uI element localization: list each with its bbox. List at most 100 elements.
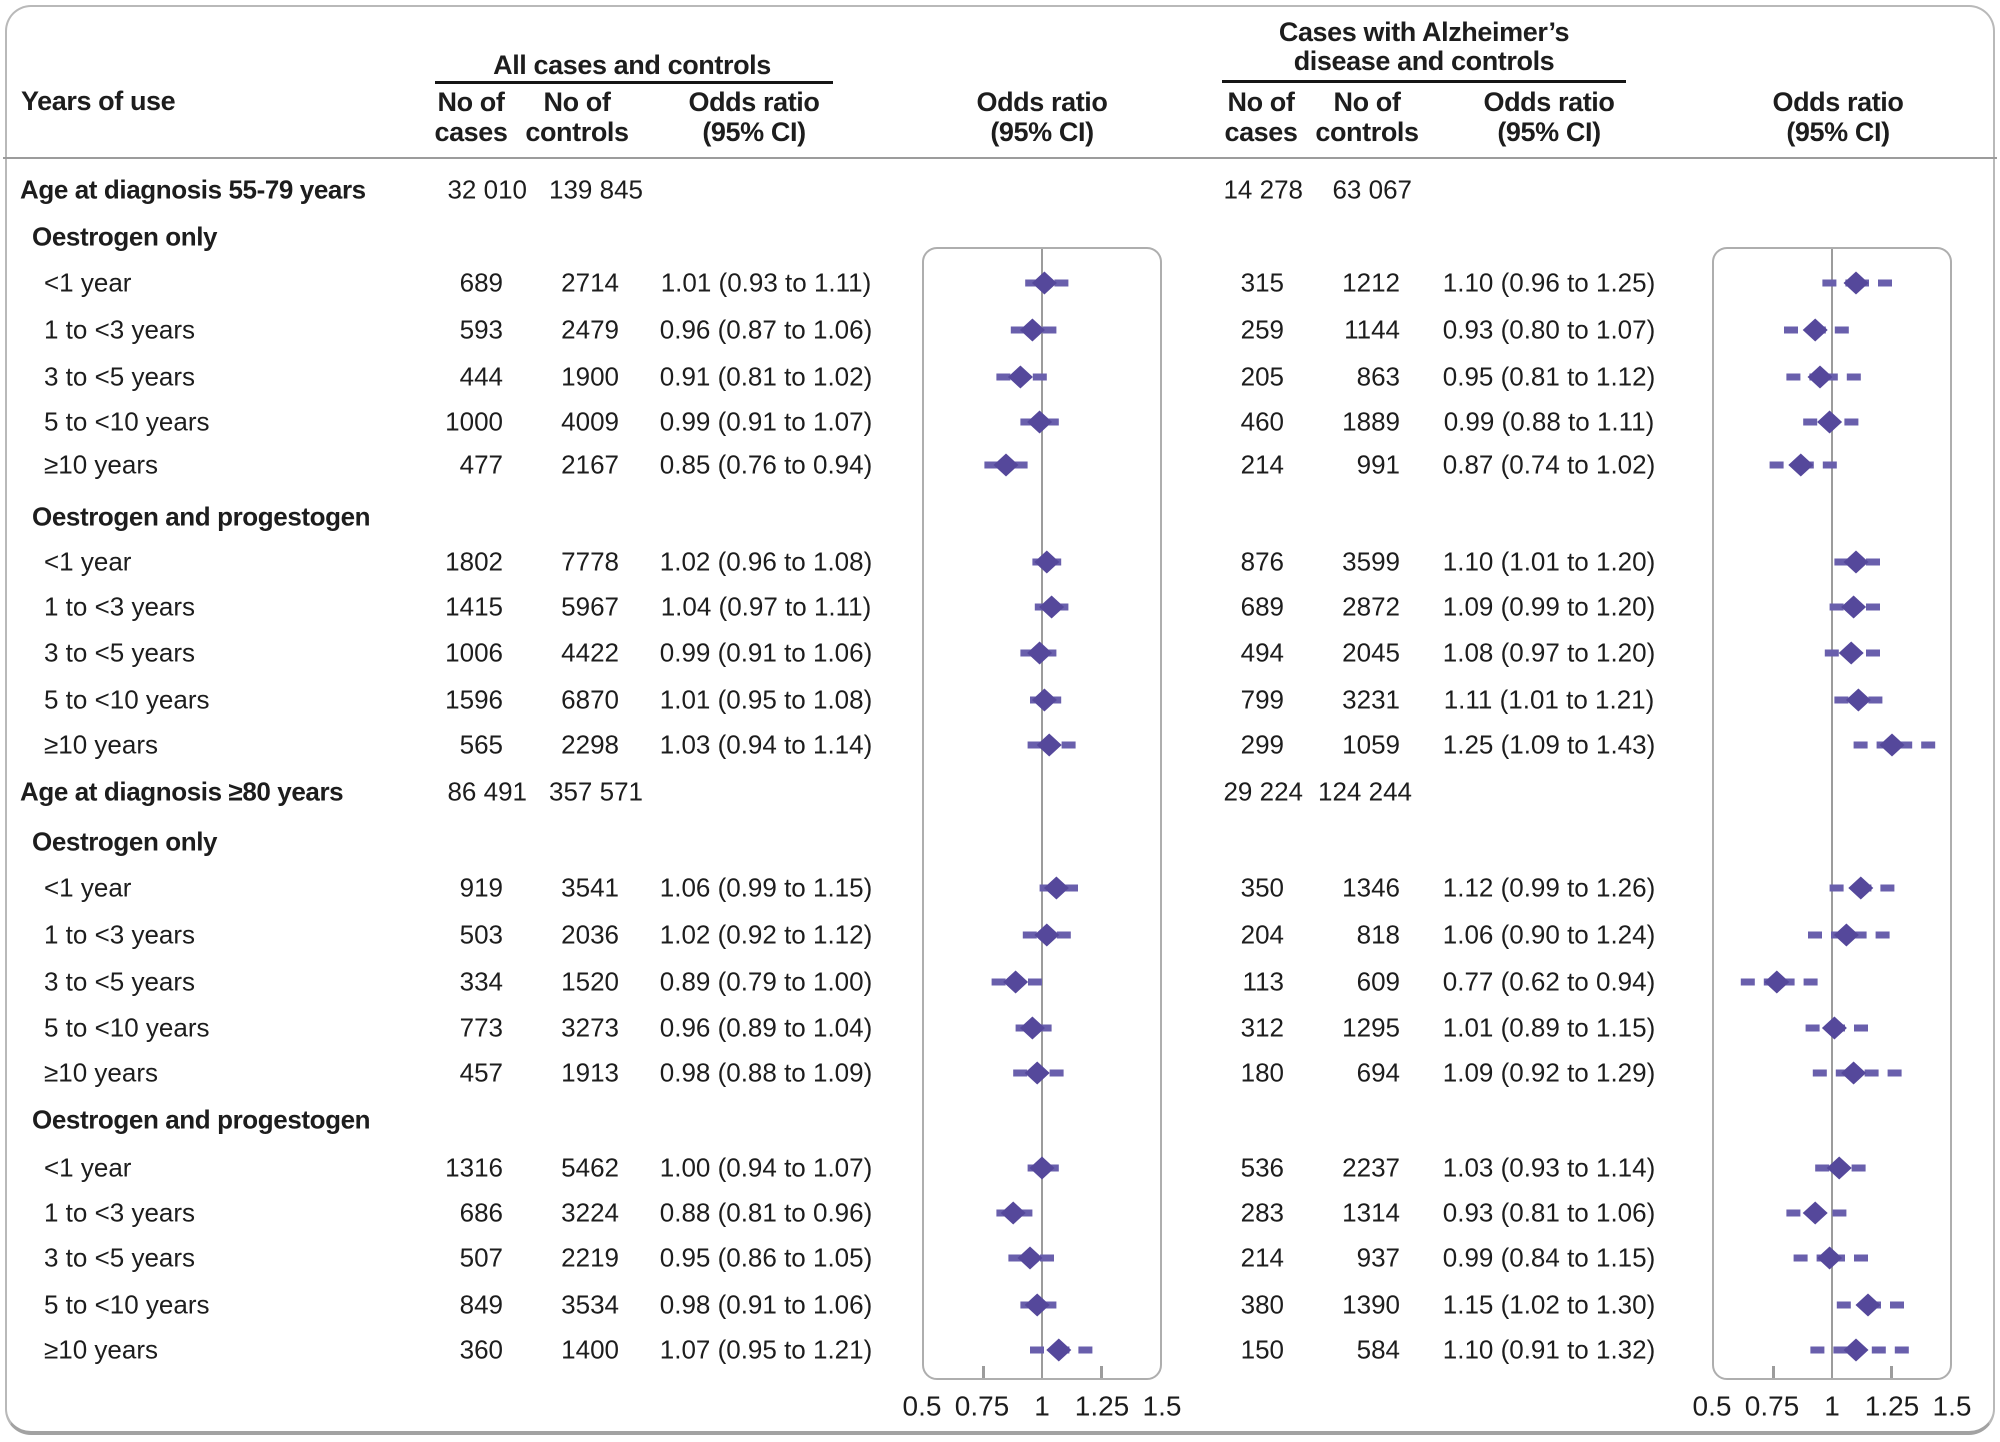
odds-ratio-text-right: 0.99 (0.84 to 1.15): [1442, 1242, 1656, 1273]
column-header-or-left-line1: Odds ratio: [688, 86, 820, 117]
odds-ratio-text-left: 1.01 (0.95 to 1.08): [659, 684, 873, 715]
axis-tick-1-25: [1100, 1366, 1103, 1378]
plot-header-or-left-line1: Odds ratio: [976, 86, 1108, 117]
controls-value-right: 3599: [1342, 546, 1400, 577]
reference-line: [1041, 249, 1043, 1378]
odds-ratio-text-right: 0.93 (0.81 to 1.06): [1442, 1197, 1656, 1228]
axis-label-1.25: 1.25: [1074, 1390, 1130, 1422]
controls-value-right: 1889: [1342, 406, 1400, 437]
controls-value-left: 1900: [561, 361, 619, 392]
cases-value-left: 360: [459, 1334, 503, 1365]
cases-value-right: 205: [1240, 361, 1284, 392]
odds-ratio-text-right: 1.10 (0.96 to 1.25): [1442, 267, 1656, 298]
row-label: 3 to <5 years: [44, 1242, 196, 1273]
odds-ratio-text-left: 1.04 (0.97 to 1.11): [660, 591, 872, 622]
group-total-cases-left: 86 491: [447, 776, 527, 807]
cases-value-left: 773: [459, 1012, 503, 1043]
controls-value-right: 694: [1356, 1057, 1400, 1088]
odds-ratio-text-right: 0.87 (0.74 to 1.02): [1442, 449, 1656, 480]
cases-value-left: 689: [459, 267, 503, 298]
controls-value-right: 818: [1356, 919, 1400, 950]
controls-value-right: 1059: [1342, 729, 1400, 760]
controls-value-left: 2479: [561, 314, 619, 345]
row-label: ≥10 years: [44, 449, 158, 480]
cases-value-left: 593: [459, 314, 503, 345]
odds-ratio-text-left: 0.91 (0.81 to 1.02): [659, 361, 873, 392]
reference-line: [1831, 249, 1833, 1378]
odds-ratio-text-left: 0.98 (0.91 to 1.06): [659, 1289, 873, 1320]
axis-tick-0-75: [982, 1366, 985, 1378]
controls-value-left: 2219: [561, 1242, 619, 1273]
plot-header-or-right-line1: Odds ratio: [1772, 86, 1904, 117]
column-header-cases-right-line2: cases: [1224, 116, 1298, 147]
row-label: ≥10 years: [44, 729, 158, 760]
controls-value-left: 1913: [561, 1057, 619, 1088]
row-label: 5 to <10 years: [44, 1289, 210, 1320]
row-label: 1 to <3 years: [44, 919, 196, 950]
odds-ratio-text-left: 0.98 (0.88 to 1.09): [659, 1057, 873, 1088]
cases-value-left: 444: [459, 361, 503, 392]
row-label: 5 to <10 years: [44, 406, 210, 437]
subgroup-row-label: Oestrogen and progestogen: [32, 1104, 371, 1135]
row-label: 5 to <10 years: [44, 684, 210, 715]
cases-value-right: 180: [1240, 1057, 1284, 1088]
forest-panel-right: [1712, 247, 1952, 1380]
cases-value-left: 477: [459, 449, 503, 480]
odds-ratio-text-right: 1.08 (0.97 to 1.20): [1442, 637, 1656, 668]
controls-value-left: 2714: [561, 267, 619, 298]
controls-value-right: 2237: [1342, 1152, 1400, 1183]
controls-value-right: 1314: [1342, 1197, 1400, 1228]
header-separator: [3, 157, 1997, 159]
cases-value-right: 799: [1240, 684, 1284, 715]
controls-value-left: 4422: [561, 637, 619, 668]
row-label: 3 to <5 years: [44, 361, 196, 392]
controls-value-left: 3224: [561, 1197, 619, 1228]
axis-label-0.5: 0.5: [902, 1390, 942, 1422]
subgroup-row-label: Oestrogen only: [32, 826, 218, 857]
cases-value-left: 334: [459, 966, 503, 997]
cases-value-left: 507: [459, 1242, 503, 1273]
odds-ratio-text-left: 1.02 (0.92 to 1.12): [659, 919, 873, 950]
row-label: ≥10 years: [44, 1334, 158, 1365]
axis-label-1.25: 1.25: [1864, 1390, 1920, 1422]
odds-ratio-text-left: 0.95 (0.86 to 1.05): [659, 1242, 873, 1273]
controls-value-right: 1144: [1344, 314, 1400, 345]
group-row-label: Age at diagnosis ≥80 years: [20, 776, 344, 807]
controls-value-left: 5967: [561, 591, 619, 622]
cases-value-left: 1802: [445, 546, 503, 577]
odds-ratio-text-right: 1.01 (0.89 to 1.15): [1442, 1012, 1656, 1043]
column-header-cases-right-line1: No of: [1227, 86, 1295, 117]
controls-value-right: 937: [1356, 1242, 1400, 1273]
controls-value-left: 5462: [561, 1152, 619, 1183]
cases-value-right: 536: [1240, 1152, 1284, 1183]
axis-label-0.75: 0.75: [954, 1390, 1010, 1422]
column-header-controls-right-line2: controls: [1315, 116, 1419, 147]
row-label: 3 to <5 years: [44, 966, 196, 997]
cases-value-right: 259: [1240, 314, 1284, 345]
odds-ratio-text-left: 1.01 (0.93 to 1.11): [660, 267, 872, 298]
row-label: 1 to <3 years: [44, 591, 196, 622]
axis-label-1.5: 1.5: [1932, 1390, 1972, 1422]
subgroup-row-label: Oestrogen and progestogen: [32, 501, 371, 532]
forest-panel-left: [922, 247, 1162, 1380]
controls-value-left: 3534: [561, 1289, 619, 1320]
odds-ratio-text-left: 1.00 (0.94 to 1.07): [659, 1152, 873, 1183]
panel-title-underline-right: [1222, 80, 1626, 83]
odds-ratio-text-right: 1.11 (1.01 to 1.21): [1443, 684, 1655, 715]
cases-value-right: 460: [1240, 406, 1284, 437]
row-label: <1 year: [44, 872, 132, 903]
odds-ratio-text-left: 0.99 (0.91 to 1.07): [659, 406, 873, 437]
row-label: 1 to <3 years: [44, 1197, 196, 1228]
odds-ratio-text-left: 0.88 (0.81 to 0.96): [659, 1197, 873, 1228]
odds-ratio-text-left: 0.96 (0.87 to 1.06): [659, 314, 873, 345]
column-header-cases-left-line2: cases: [434, 116, 508, 147]
row-label: <1 year: [44, 546, 132, 577]
controls-value-left: 4009: [561, 406, 619, 437]
axis-label-1.5: 1.5: [1142, 1390, 1182, 1422]
column-header-or-right-line2: (95% CI): [1497, 116, 1601, 147]
cases-value-right: 350: [1240, 872, 1284, 903]
cases-value-left: 1596: [445, 684, 503, 715]
cases-value-left: 1000: [445, 406, 503, 437]
axis-label-0.75: 0.75: [1744, 1390, 1800, 1422]
odds-ratio-text-right: 1.09 (0.92 to 1.29): [1442, 1057, 1656, 1088]
